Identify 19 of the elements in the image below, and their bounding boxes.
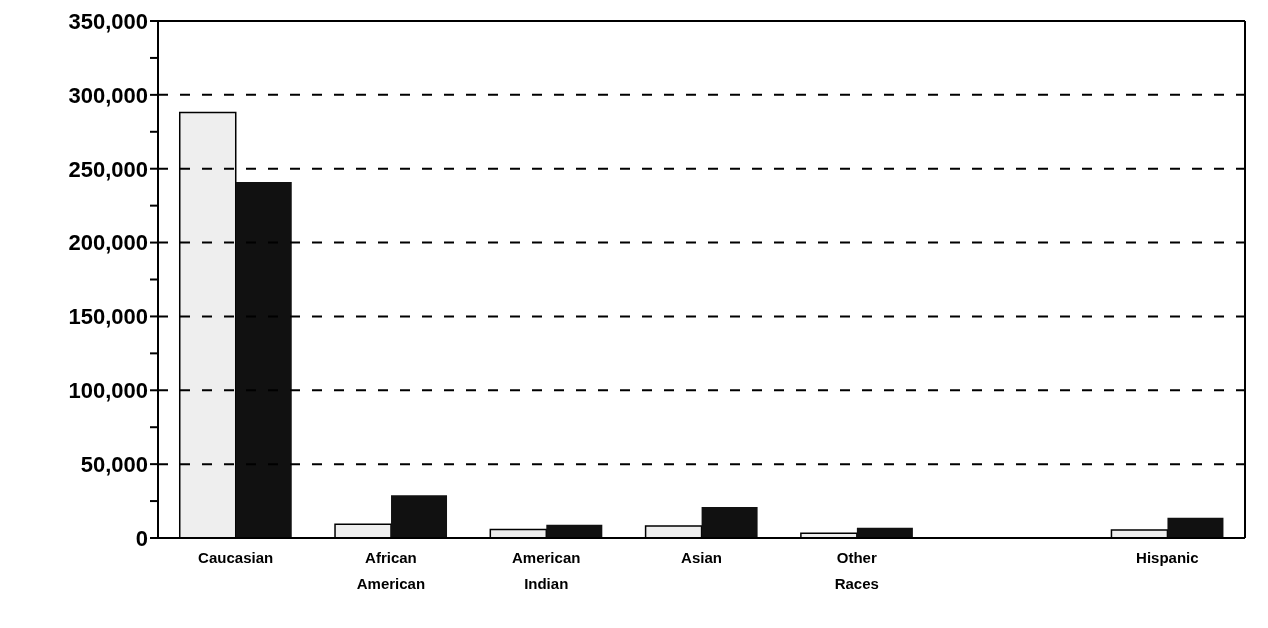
y-tick-label: 150,000 — [68, 304, 148, 330]
bar — [546, 524, 603, 538]
y-tick-label: 200,000 — [68, 230, 148, 256]
x-tick-label: African American — [356, 548, 426, 592]
bar — [1167, 517, 1224, 538]
y-tick-label: 50,000 — [80, 451, 148, 477]
x-tick-label: Hispanic — [1136, 548, 1199, 566]
y-tick-label: 300,000 — [68, 82, 148, 108]
y-tick-label: 350,000 — [68, 8, 148, 34]
bar — [701, 506, 758, 538]
y-tick-label: 0 — [135, 525, 148, 551]
bar — [235, 182, 292, 538]
y-tick-label: 100,000 — [68, 378, 148, 404]
y-tick-label: 250,000 — [68, 156, 148, 182]
x-tick-label: Other Races — [834, 548, 879, 592]
x-tick-label: Asian — [681, 548, 722, 566]
x-tick-label: Caucasian — [198, 548, 274, 566]
x-tick-label: American Indian — [512, 548, 581, 592]
bar — [391, 495, 448, 538]
